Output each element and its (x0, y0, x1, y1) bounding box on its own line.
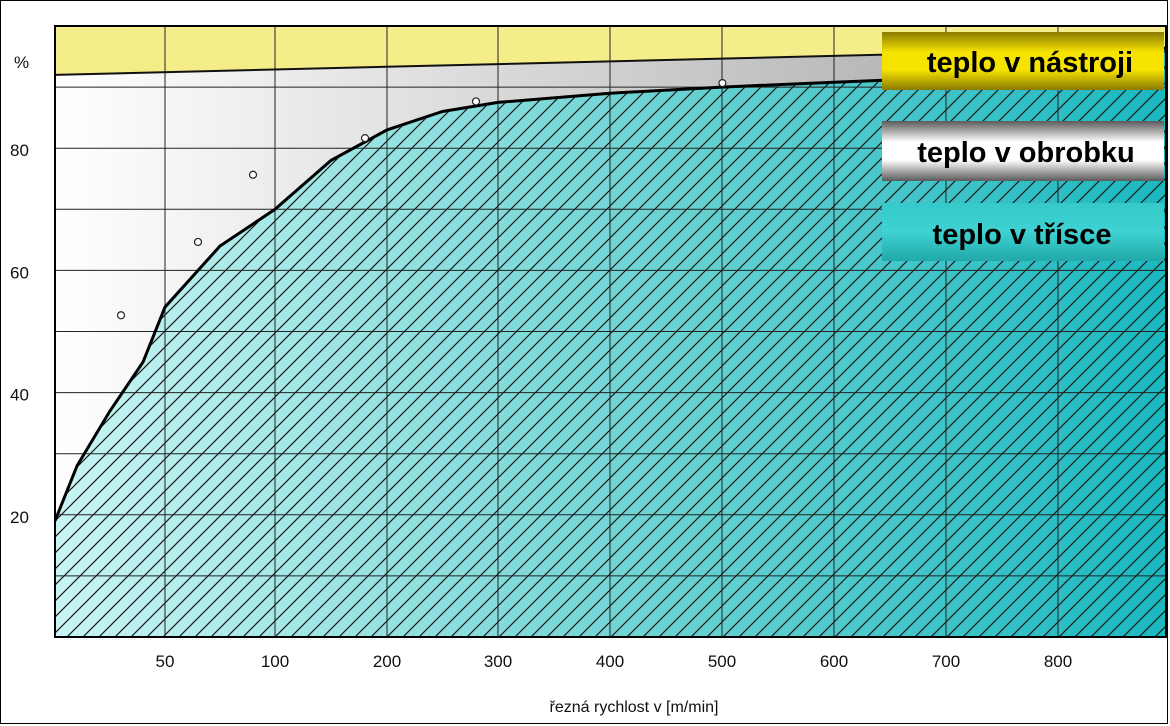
x-tick-label: 50 (156, 652, 175, 671)
chip-curve-line (53, 46, 1167, 522)
y-tick-label: 40 (10, 386, 29, 405)
x-tick-label: 800 (1044, 652, 1072, 671)
legend-item-tool: teplo v nástroji (882, 32, 1164, 90)
legend: teplo v nástroji teplo v obrobku teplo v… (882, 32, 1164, 261)
data-point (471, 97, 481, 106)
x-tick-label: 200 (373, 652, 401, 671)
legend-item-workpiece: teplo v obrobku (882, 121, 1164, 181)
axes: 20 40 60 80 50 100 200 300 400 500 600 700 800 (10, 25, 1167, 671)
legend-item-chip: teplo v třísce (882, 203, 1164, 261)
plot-border (54, 25, 1167, 638)
x-tick-label: 700 (932, 652, 960, 671)
x-tick-label: 100 (261, 652, 289, 671)
y-axis-label: % (14, 53, 29, 72)
x-tick-label: 400 (596, 652, 624, 671)
x-tick-label: 300 (484, 652, 512, 671)
data-point (193, 237, 203, 247)
y-tick-label: 60 (10, 263, 29, 282)
data-points (116, 78, 727, 320)
x-axis-label: řezná rychlost v [m/min] (550, 699, 719, 716)
x-tick-label: 500 (708, 652, 736, 671)
legend-label-chip: teplo v třísce (933, 219, 1112, 251)
y-tick-label: 20 (10, 508, 29, 527)
y-tick-label: 80 (10, 141, 29, 160)
data-point (718, 78, 727, 88)
data-point (116, 311, 126, 320)
data-point (248, 170, 258, 179)
x-tick-label: 600 (820, 652, 848, 671)
legend-label-tool: teplo v nástroji (927, 47, 1133, 79)
legend-label-workpiece: teplo v obrobku (917, 137, 1135, 169)
data-point (360, 133, 370, 143)
